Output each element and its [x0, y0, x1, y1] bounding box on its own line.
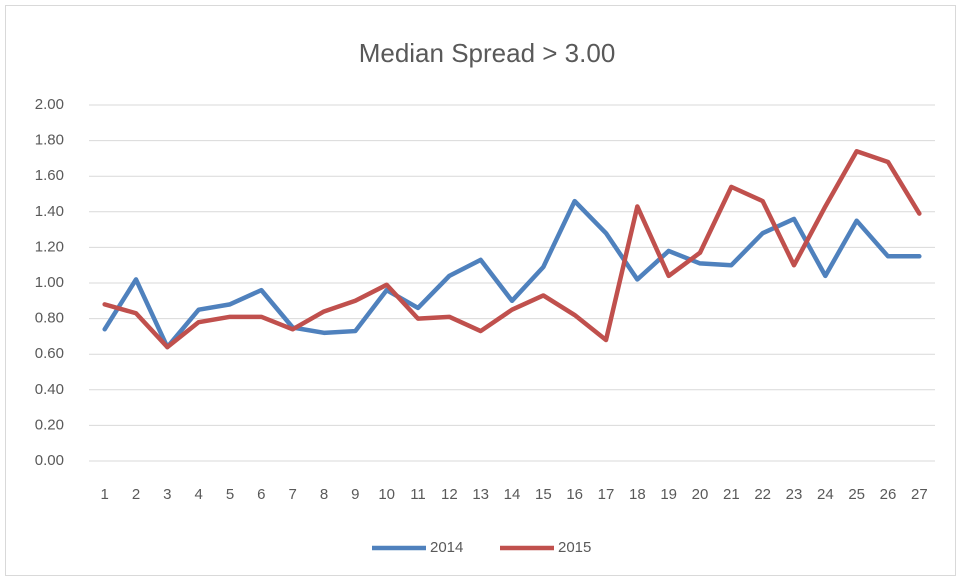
x-tick-label: 18 [629, 486, 646, 503]
x-tick-label: 26 [880, 486, 897, 503]
x-tick-label: 17 [598, 486, 615, 503]
y-tick-label: 0.40 [35, 381, 64, 398]
chart-title: Median Spread > 3.00 [359, 38, 616, 68]
x-tick-label: 2 [132, 486, 140, 503]
y-tick-label: 0.20 [35, 416, 64, 433]
x-tick-label: 1 [100, 486, 108, 503]
chart-border [5, 5, 956, 576]
y-tick-label: 2.00 [35, 96, 64, 113]
x-tick-label: 3 [163, 486, 171, 503]
x-tick-label: 27 [911, 486, 928, 503]
x-tick-label: 25 [848, 486, 865, 503]
x-tick-label: 12 [441, 486, 458, 503]
x-tick-label: 10 [378, 486, 395, 503]
y-tick-label: 1.80 [35, 132, 64, 149]
x-tick-label: 24 [817, 486, 834, 503]
x-tick-label: 9 [351, 486, 359, 503]
y-tick-label: 1.60 [35, 167, 64, 184]
data-line [102, 149, 922, 350]
x-tick-label: 4 [194, 486, 202, 503]
x-tick-label: 22 [754, 486, 771, 503]
x-tick-label: 8 [320, 486, 328, 503]
y-tick-label: 0.80 [35, 310, 64, 327]
y-tick-label: 0.00 [35, 452, 64, 469]
legend-label: 2014 [430, 539, 463, 556]
x-tick-label: 13 [472, 486, 489, 503]
x-tick-label: 23 [786, 486, 803, 503]
x-tick-label: 7 [288, 486, 296, 503]
x-tick-label: 21 [723, 486, 740, 503]
x-tick-label: 14 [504, 486, 521, 503]
x-tick-label: 6 [257, 486, 265, 503]
legend-label: 2015 [558, 539, 591, 556]
y-tick-label: 1.00 [35, 274, 64, 291]
y-tick-label: 1.40 [35, 203, 64, 220]
x-tick-label: 11 [410, 486, 426, 503]
data-line [102, 198, 922, 350]
y-tick-label: 1.20 [35, 238, 64, 255]
y-tick-label: 0.60 [35, 345, 64, 362]
x-tick-label: 16 [566, 486, 583, 503]
x-tick-label: 5 [226, 486, 234, 503]
x-tick-label: 20 [692, 486, 709, 503]
x-tick-label: 19 [660, 486, 677, 503]
x-tick-label: 15 [535, 486, 552, 503]
